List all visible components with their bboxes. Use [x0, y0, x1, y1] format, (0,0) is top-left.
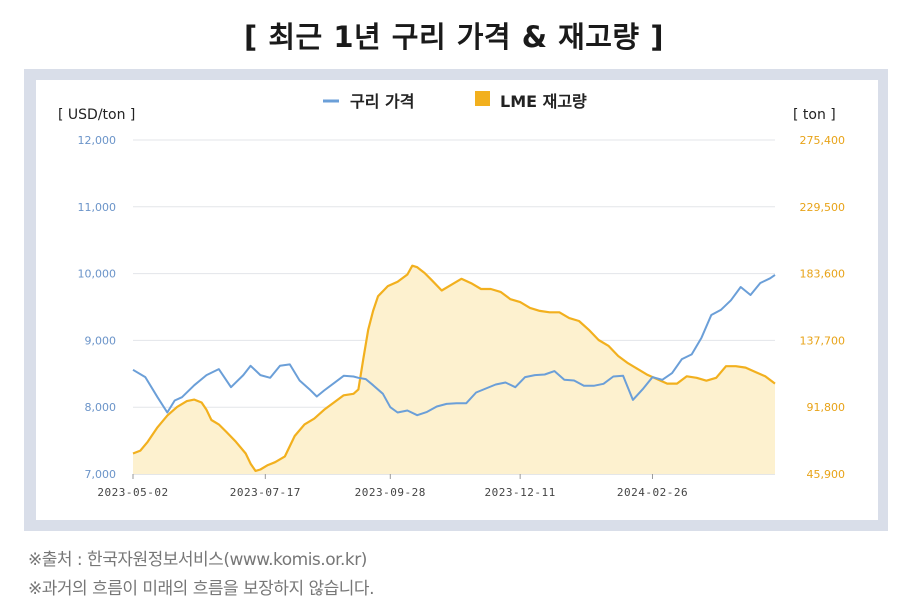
right-tick-label: 183,600 [800, 268, 846, 281]
lme-stock-area-layer [132, 264, 776, 474]
right-axis-unit: [ ton ] [793, 107, 836, 123]
x-axis-ticks: 2023-05-02 2023-07-17 2023-09-28 2023-12-11… [97, 474, 688, 499]
right-axis-ticks: 45,900 91,800 137,700 183,600 229,500 275,400 [800, 134, 846, 481]
left-tick-label: 10,000 [78, 268, 117, 281]
x-tick-label: 2023-09-28 [355, 486, 426, 499]
source-note: ※출처 : 한국자원정보서비스(www.komis.or.kr) [28, 550, 367, 570]
legend: 구리 가격 LME 재고량 [323, 91, 587, 111]
left-tick-label: 7,000 [85, 468, 117, 481]
right-tick-label: 137,700 [800, 334, 846, 347]
left-tick-label: 12,000 [78, 134, 117, 147]
legend-marker-lme-stock [475, 91, 490, 106]
x-tick-label: 2023-05-02 [97, 486, 168, 499]
left-axis-ticks: 7,000 8,000 9,000 10,000 11,000 12,000 [78, 134, 117, 481]
x-tick-label: 2023-07-17 [230, 486, 301, 499]
legend-label-copper-price: 구리 가격 [350, 92, 414, 111]
legend-label-lme-stock: LME 재고량 [500, 92, 587, 111]
x-tick-label: 2024-02-26 [617, 486, 688, 499]
right-tick-label: 91,800 [807, 401, 846, 414]
copper-price-line-layer [132, 274, 776, 417]
left-tick-label: 11,000 [78, 201, 117, 214]
right-tick-label: 45,900 [807, 468, 846, 481]
x-tick-label: 2023-12-11 [485, 486, 556, 499]
page-title: [ 최근 1년 구리 가격 & 재고량 ] [244, 20, 664, 54]
left-axis-unit: [ USD/ton ] [58, 107, 135, 123]
disclaimer-note: ※과거의 흐름이 미래의 흐름을 보장하지 않습니다. [28, 579, 374, 599]
right-tick-label: 229,500 [800, 201, 846, 214]
lme-stock-area [133, 265, 775, 474]
left-tick-label: 8,000 [85, 401, 117, 414]
copper-price-line [132, 274, 776, 417]
left-tick-label: 9,000 [85, 334, 117, 347]
right-tick-label: 275,400 [800, 134, 846, 147]
